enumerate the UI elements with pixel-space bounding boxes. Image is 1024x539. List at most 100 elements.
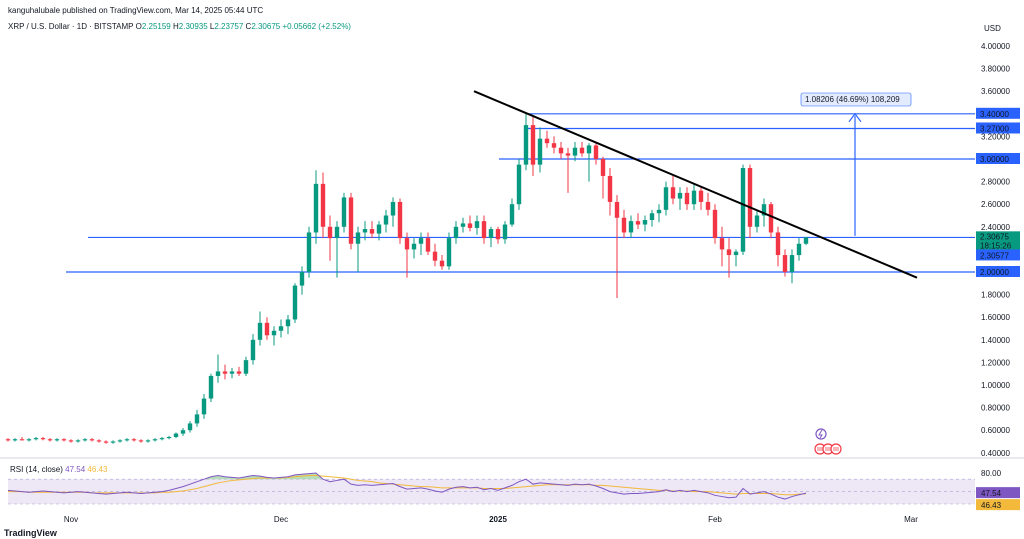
- candle-body: [376, 224, 382, 234]
- candle-body: [691, 190, 697, 205]
- candle-body: [96, 440, 102, 442]
- y-tick-label: 4.00000: [981, 42, 1010, 51]
- level-price-badge-text: 2.00000: [980, 268, 1009, 277]
- y-tick-label: 3.20000: [981, 132, 1010, 141]
- candle-body: [803, 237, 809, 244]
- level-price-badge-text: 3.00000: [980, 155, 1009, 164]
- rsi-ma-line: [8, 474, 807, 496]
- candle-body: [383, 215, 389, 225]
- tradingview-logo[interactable]: TradingView: [4, 528, 57, 538]
- candle-body: [530, 125, 536, 165]
- candle-body: [705, 201, 711, 210]
- candle-body: [201, 398, 207, 415]
- x-tick-label: Nov: [64, 515, 78, 524]
- level-price-badge-text: 3.27000: [980, 124, 1009, 133]
- candle-body: [12, 439, 18, 441]
- candles: [5, 113, 809, 444]
- rsi-ma-value: 46.43: [87, 465, 108, 474]
- candle-body: [460, 223, 466, 227]
- candle-body: [369, 229, 375, 234]
- candle-body: [236, 371, 242, 374]
- candle-body: [747, 168, 753, 227]
- high-value: 2.30935: [178, 22, 208, 31]
- publish-info: kanguhalubale published on TradingView.c…: [8, 6, 264, 15]
- rsi-legend[interactable]: RSI (14, close) 47.54 46.43: [10, 465, 107, 474]
- candle-body: [47, 439, 53, 441]
- level-price-badge: [976, 266, 1020, 277]
- y-tick-label: 0.80000: [981, 404, 1010, 413]
- candle-body: [467, 223, 473, 228]
- candle-body: [775, 232, 781, 256]
- candle-body: [26, 439, 32, 441]
- candle-body: [656, 209, 662, 214]
- candle-body: [159, 438, 165, 440]
- candle-body: [502, 224, 508, 240]
- currency-label: USD: [984, 24, 1001, 33]
- measure-label: 1.08206 (46.69%) 108,209: [805, 95, 900, 104]
- time-axis[interactable]: NovDec2025FebMarApr: [64, 515, 1024, 524]
- candle-body: [5, 439, 11, 441]
- high-label: H: [172, 22, 179, 31]
- candle-body: [740, 168, 746, 252]
- candle-body: [250, 339, 256, 361]
- candle-body: [215, 371, 221, 376]
- candle-body: [166, 436, 172, 439]
- candle-body: [586, 145, 592, 154]
- candle-body: [453, 226, 459, 239]
- drawing-overlays: 1.08206 (46.69%) 108,209: [473, 90, 918, 455]
- candle-body: [474, 221, 480, 228]
- rsi-ma-badge: [976, 499, 1020, 511]
- candle-body: [418, 238, 424, 244]
- candle-body: [726, 249, 732, 256]
- candle-body: [642, 220, 648, 225]
- close-label: C: [245, 22, 252, 31]
- symbol-name[interactable]: XRP / U.S. Dollar · 1D · BITSTAMP: [8, 22, 134, 31]
- candle-body: [614, 201, 620, 218]
- candle-body: [551, 143, 557, 148]
- current-price-badge: [976, 231, 1020, 252]
- candle-body: [621, 217, 627, 233]
- candle-body: [313, 183, 319, 233]
- candle-body: [481, 221, 487, 239]
- candle-body: [523, 125, 529, 165]
- y-tick-label: 1.80000: [981, 291, 1010, 300]
- price-badges: 3.40000 3.27000 3.00000 2.00000 2.3067518:15…: [976, 107, 1020, 277]
- change-value: +0.05662 (+2.52%): [282, 22, 351, 31]
- descending-trendline[interactable]: [473, 90, 918, 279]
- candle-body: [40, 438, 46, 440]
- lightning-icon[interactable]: [815, 428, 827, 440]
- candle-body: [446, 238, 452, 267]
- y-tick-label: 1.00000: [981, 381, 1010, 390]
- flag-stripes: [825, 447, 831, 451]
- candle-body: [516, 164, 522, 205]
- x-tick-label: 2025: [489, 515, 507, 524]
- measure-label-box: [800, 92, 912, 107]
- candle-body: [271, 330, 277, 336]
- level-price-badge: [976, 249, 1020, 261]
- candle-body: [124, 439, 130, 441]
- horizontal-levels: [66, 113, 975, 273]
- x-tick-label: Dec: [274, 515, 288, 524]
- candle-body: [61, 439, 67, 441]
- candle-body: [782, 255, 788, 272]
- candle-body: [320, 183, 326, 227]
- candle-body: [789, 255, 795, 272]
- candle-body: [698, 190, 704, 202]
- y-tick-label: 1.40000: [981, 336, 1010, 345]
- level-price-badge-text: 3.40000: [980, 110, 1009, 119]
- low-value: 2.23757: [214, 22, 244, 31]
- candle-body: [222, 371, 228, 374]
- candle-body: [348, 197, 354, 244]
- flag-stripes: [833, 447, 839, 451]
- rsi-ma-text: 46.43: [981, 501, 1002, 510]
- candle-body: [495, 229, 501, 240]
- y-tick-label: 2.40000: [981, 223, 1010, 232]
- candle-body: [670, 187, 676, 199]
- candle-body: [229, 371, 235, 374]
- candle-body: [110, 441, 116, 443]
- candle-body: [754, 215, 760, 227]
- candle-body: [390, 201, 396, 216]
- candle-body: [411, 243, 417, 250]
